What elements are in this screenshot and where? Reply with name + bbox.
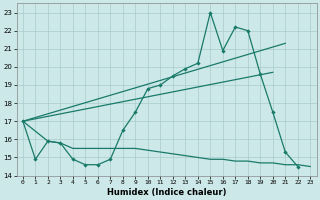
- X-axis label: Humidex (Indice chaleur): Humidex (Indice chaleur): [107, 188, 226, 197]
